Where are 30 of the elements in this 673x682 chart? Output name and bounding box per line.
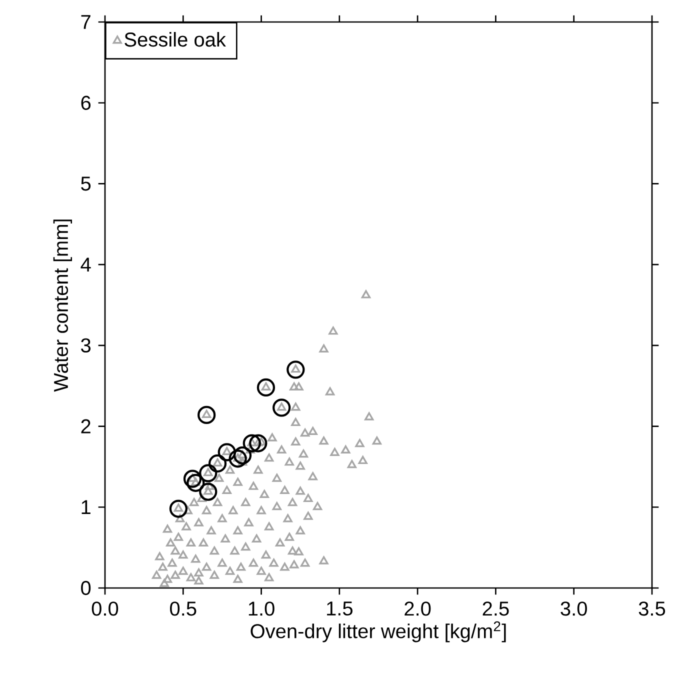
y-tick-label: 0 xyxy=(81,580,91,596)
point xyxy=(199,464,218,482)
point xyxy=(208,454,227,473)
y-tick-label: 6 xyxy=(81,96,91,110)
y-tick-label: 2 xyxy=(81,419,90,434)
y-tick-label: 1 xyxy=(82,500,90,514)
point xyxy=(169,500,188,518)
point xyxy=(286,360,305,379)
y-tick-label: 4 xyxy=(80,258,91,272)
x-axis-title: Oven-dry litter weight [kg/m$^{2}$] xyxy=(250,621,506,642)
y-tick-label: 5 xyxy=(81,176,91,191)
x-tick-label: 3.5 xyxy=(638,602,666,616)
point xyxy=(256,378,276,397)
x-tick-label: 1.5 xyxy=(327,602,352,616)
legend-label: Sessile oak xyxy=(124,32,226,47)
x-tick-label: 2.5 xyxy=(482,602,509,616)
x-tick-label: 3.0 xyxy=(560,602,587,616)
x-tick-label: 0.5 xyxy=(170,602,196,616)
point xyxy=(272,398,291,417)
point xyxy=(198,406,216,424)
point xyxy=(218,443,236,462)
y-tick-label: 7 xyxy=(81,15,90,29)
x-tick-label: 1.0 xyxy=(248,602,274,616)
y-axis-title: Water content [mm] xyxy=(53,220,72,392)
x-tick-label: 2.0 xyxy=(404,602,431,616)
point xyxy=(186,474,205,492)
x-tick-label: 0.0 xyxy=(92,602,118,616)
point xyxy=(183,470,202,488)
y-tick-label: 3 xyxy=(81,338,91,353)
point xyxy=(228,450,247,468)
